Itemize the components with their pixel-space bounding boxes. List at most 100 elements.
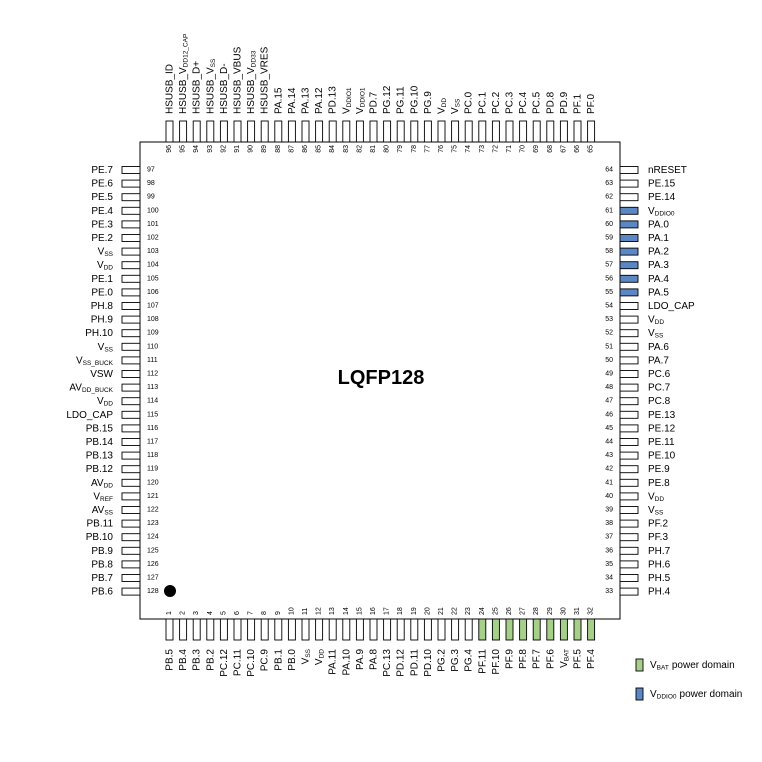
pin-36-label: PH.7: [648, 545, 671, 556]
pin-63-lead: [619, 179, 639, 188]
pin-68-number: 68: [547, 145, 554, 153]
pin-4-number: 4: [207, 611, 214, 615]
pin-37-lead: [619, 533, 639, 542]
pin-30-label: VBAT: [558, 649, 570, 668]
pin-111-number: 111: [147, 357, 158, 364]
pin-37: 37 PF.3: [605, 532, 668, 543]
pin-95-label-text: HSUSB_V: [178, 67, 189, 114]
pin-115-number: 115: [147, 411, 158, 418]
pin-17-label-text: PC.13: [382, 649, 393, 677]
pin-113-label: AVDD_BUCK: [69, 382, 113, 394]
pin-50-label: PA.7: [648, 355, 669, 366]
pin-118-label: PB.13: [86, 450, 114, 461]
pin-7-label: PC.10: [246, 649, 257, 677]
pin-42: 42 PE.9: [605, 464, 670, 475]
pin-84-number: 84: [329, 145, 336, 153]
pin-57: 57 PA.3: [605, 260, 669, 271]
pin-19: 19 PD.11: [409, 607, 420, 676]
pin-12: 12 VDD: [314, 607, 326, 665]
pin-13: 13 PA.11: [327, 607, 338, 675]
pin-21: 21 PG.2: [436, 607, 447, 672]
pin-124: 124 PB.10: [86, 532, 159, 543]
pin-119-number: 119: [147, 466, 158, 473]
pin-94-lead: [192, 120, 201, 143]
pin-27-label: PF.8: [518, 649, 529, 669]
pin-124-lead: [121, 533, 141, 542]
pin-124-label-text: PB.10: [86, 532, 114, 543]
pin-13-label: PA.11: [327, 649, 338, 675]
pin-113-label-text: AV: [69, 382, 82, 393]
pin-32-label-text: PF.4: [586, 649, 597, 669]
pin-99-label: PE.5: [91, 192, 113, 203]
pin-71-label: PC.3: [504, 91, 515, 114]
pin-113: 113 AVDD_BUCK: [69, 382, 158, 394]
pin-74: 74 PC.0: [463, 91, 474, 152]
pin-35: 35 PH.6: [605, 559, 670, 570]
pin-109-lead: [121, 329, 141, 338]
pin-125-label: PB.9: [91, 545, 113, 556]
pin-74-label-text: PC.0: [463, 91, 474, 114]
pin-49-label-text: PC.6: [648, 369, 671, 380]
pin-20-label: PD.10: [422, 649, 433, 677]
pin-102-lead: [121, 234, 141, 242]
legend-swatch-vddio0: [635, 687, 644, 701]
pin-40-label-subscript: DD: [655, 495, 665, 502]
pin-47-lead: [619, 397, 639, 406]
pin-80: 80 PG.12: [382, 85, 393, 153]
pin-28-number: 28: [533, 607, 540, 615]
pin-10-number: 10: [288, 607, 295, 615]
pin-22-number: 22: [452, 607, 459, 615]
pin-61-number: 61: [605, 207, 613, 214]
pin-94: 94 HSUSB_D+: [191, 61, 202, 153]
pin-15-label: PA.9: [354, 649, 365, 670]
pin-69-label-text: PC.5: [531, 91, 542, 114]
pin-44-lead: [619, 438, 639, 446]
pin-114-label-subscript: DD: [104, 400, 114, 407]
pin-11-label: VSS: [300, 648, 312, 664]
pin-105-label: PE.1: [91, 273, 113, 284]
pin-16: 16 PA.8: [368, 607, 379, 670]
pin-53-label-subscript: DD: [655, 319, 665, 326]
pin-49-lead: [619, 370, 639, 378]
pin-60: 60 PA.0: [605, 219, 669, 230]
pin-49: 49 PC.6: [605, 369, 670, 380]
pin-21-label-text: PG.2: [436, 649, 447, 672]
pin-92-lead: [219, 120, 228, 143]
pin-103-label-text: V: [98, 246, 105, 257]
pin-84: 84 PD.13: [327, 86, 338, 153]
pin-92-number: 92: [220, 145, 227, 153]
legend-item-vddio0: VDDIO0 power domain: [635, 687, 742, 701]
pin-107: 107 PH.8: [91, 301, 159, 312]
pin-24-label: PF.11: [477, 649, 488, 674]
pin-41-lead: [619, 478, 639, 487]
pin-107-number: 107: [147, 303, 159, 310]
pin-7: 7 PC.10: [246, 611, 257, 677]
pin-101-label-text: PE.3: [91, 219, 113, 230]
pin-96-label: HSUSB_ID: [164, 64, 175, 114]
pin-93-label-text: HSUSB_V: [205, 67, 216, 114]
pin-103-lead: [121, 247, 141, 256]
pin-4-label: PB.2: [205, 649, 216, 671]
pin-78-label-text: PG.10: [409, 85, 420, 114]
pin-90-label-text: HSUSB_V: [246, 67, 257, 114]
pin-125: 125 PB.9: [91, 545, 158, 556]
pin-65-label-text: PF.0: [586, 94, 597, 114]
package-body: [139, 141, 621, 620]
pin-70: 70 PC.4: [518, 91, 529, 152]
pin-29-label-text: PF.6: [545, 649, 556, 669]
pin-83-label-subscript: DDIO1: [345, 87, 352, 107]
pin-73-lead: [478, 120, 487, 143]
pin-43: 43 PE.10: [605, 450, 675, 461]
pin-70-number: 70: [520, 145, 527, 153]
pin-49-label: PC.6: [648, 369, 671, 380]
pin-26: 26 PF.9: [504, 607, 515, 669]
pin-79-label: PG.11: [395, 86, 406, 114]
pin-110-lead: [121, 342, 141, 351]
pin-52-label: VSS: [648, 328, 664, 340]
pin-8-lead: [260, 618, 269, 641]
pin-82-number: 82: [356, 145, 363, 153]
pin-58-label-text: PA.2: [648, 246, 669, 257]
pin-60-label: PA.0: [648, 219, 669, 230]
pin-66-label-text: PF.1: [572, 94, 583, 114]
pin-105-number: 105: [147, 275, 159, 282]
